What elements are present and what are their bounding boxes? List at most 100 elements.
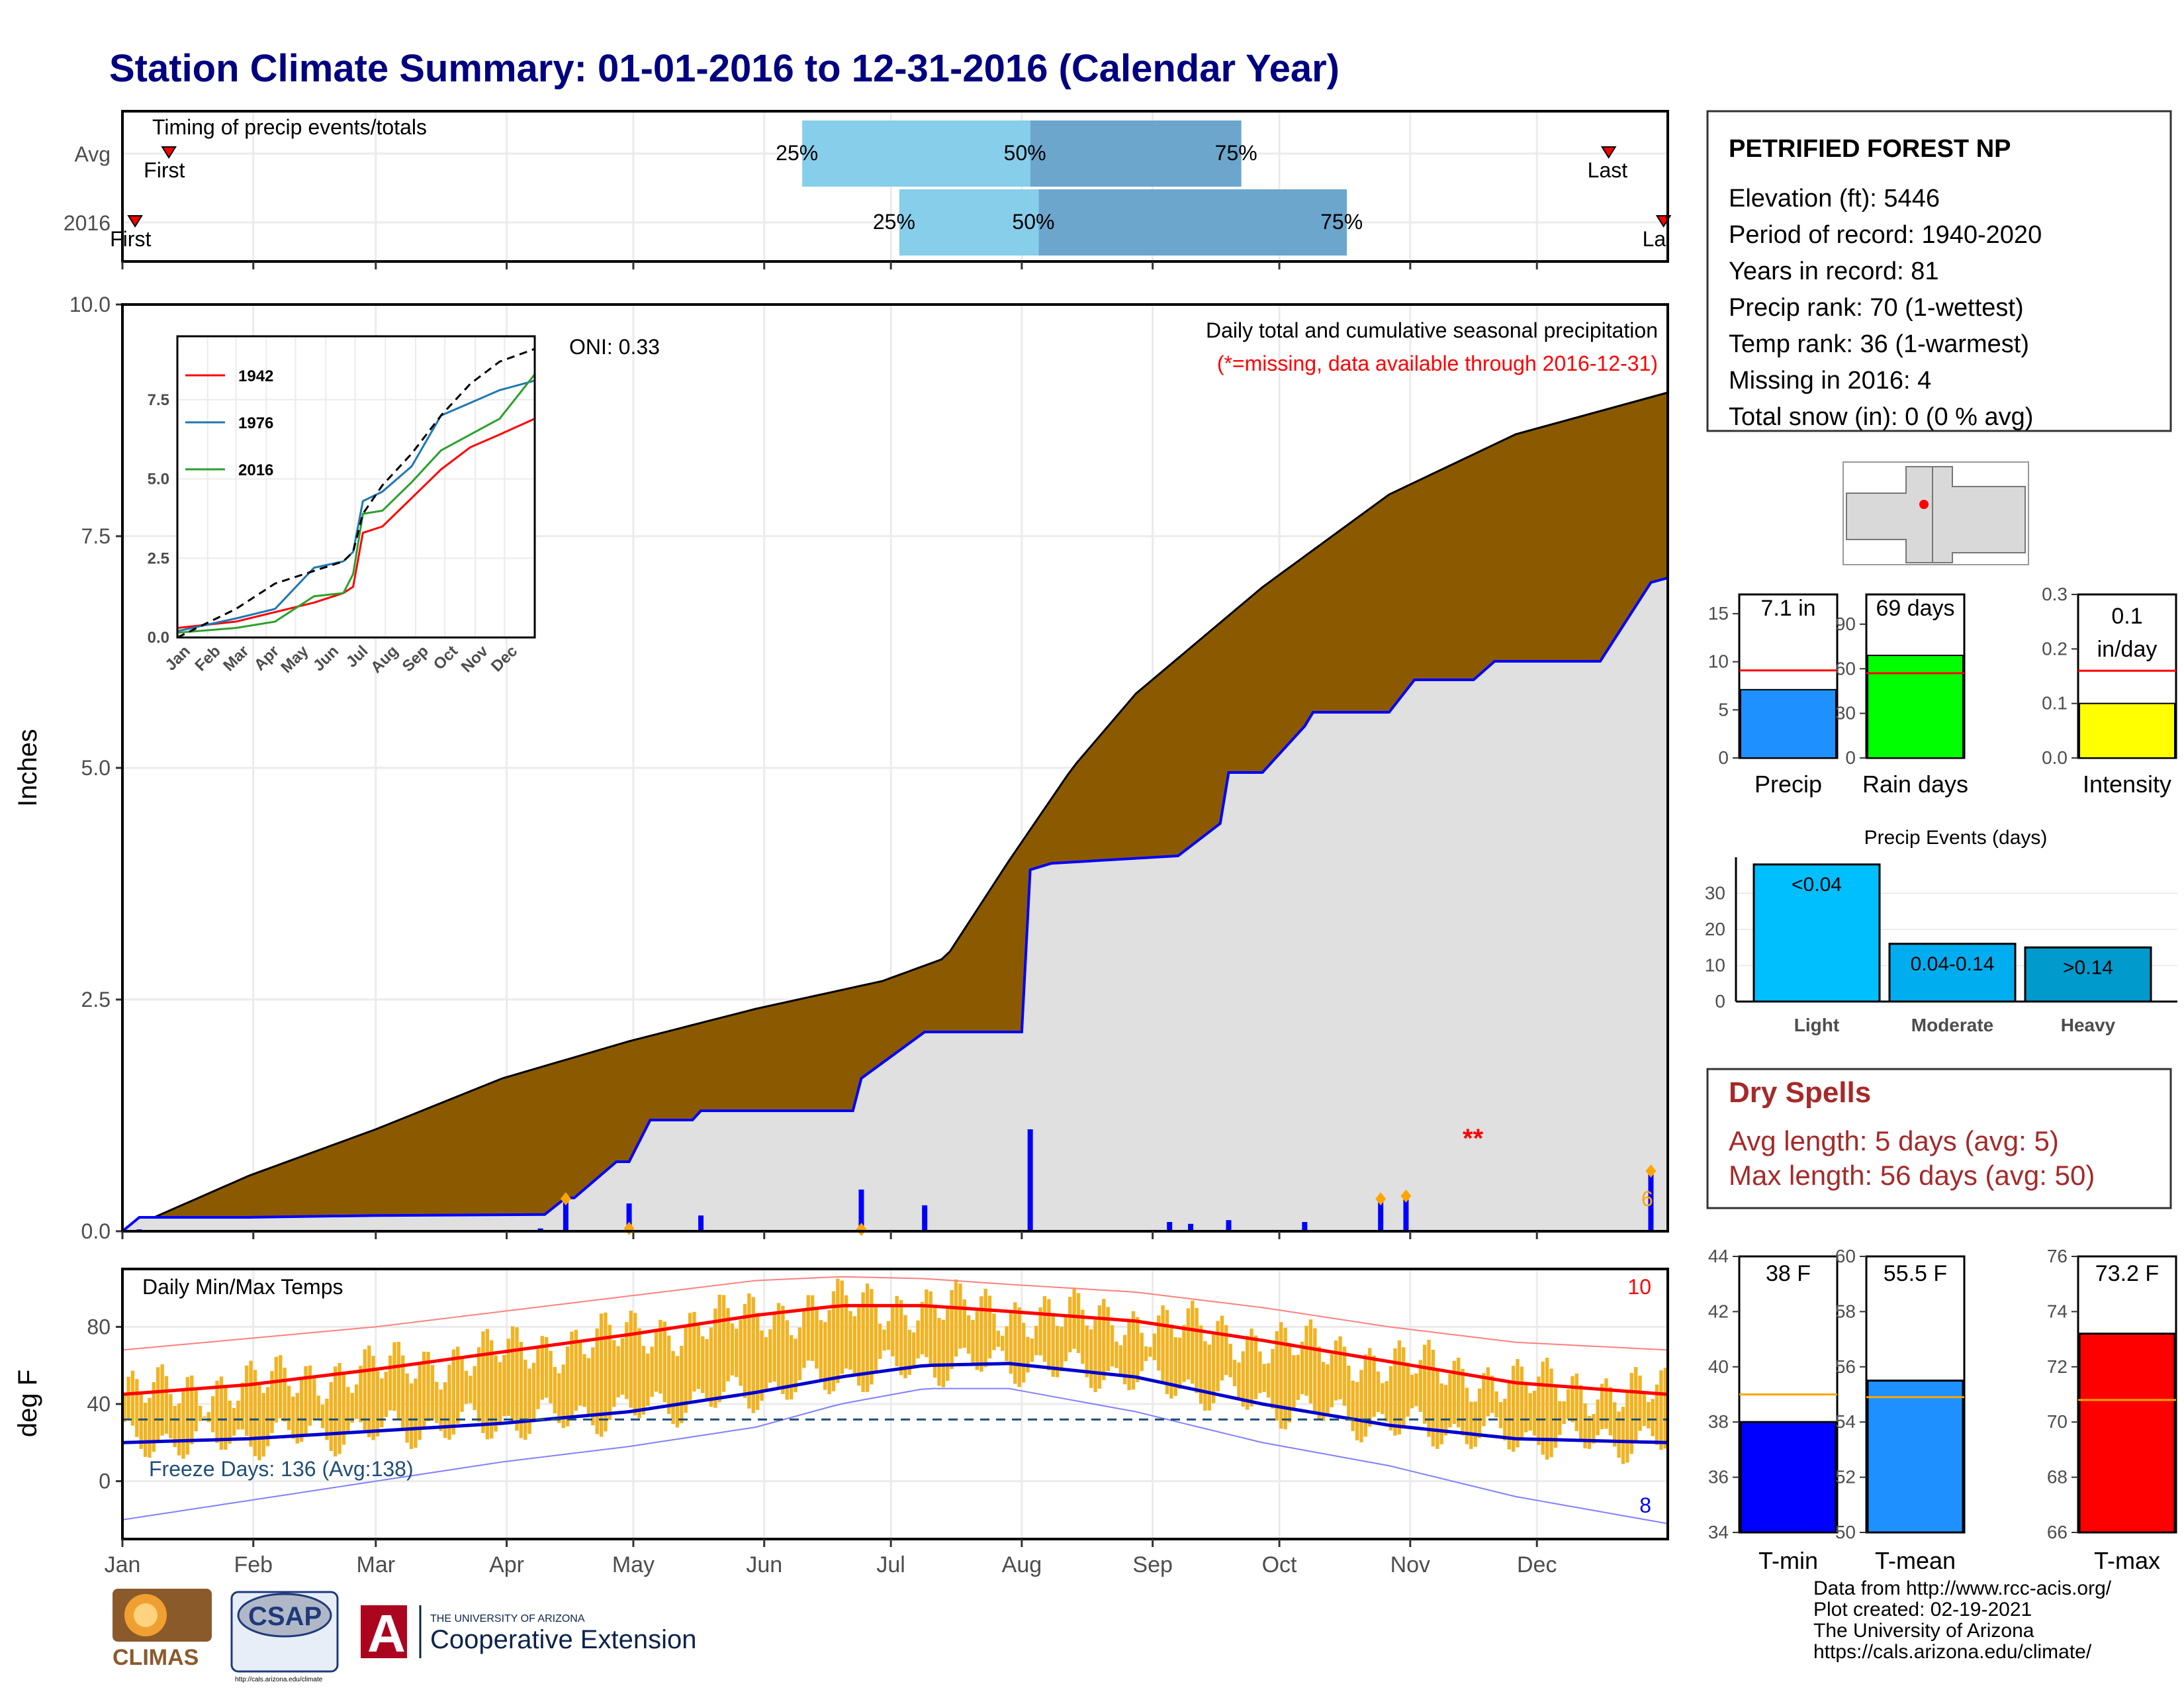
first-label: First (110, 227, 151, 251)
daily-precip-bar (922, 1205, 928, 1231)
x-tick-label: Feb (234, 1552, 273, 1577)
timing-bar-upper (1030, 120, 1242, 187)
daily-temp-range (245, 1365, 249, 1436)
ua-logo[interactable]: A THE UNIVERSITY OF ARIZONA Cooperative … (361, 1604, 696, 1663)
daily-temp-range (316, 1395, 320, 1421)
daily-temp-range (1465, 1387, 1469, 1444)
temp-bar (2078, 1333, 2176, 1534)
daily-temp-range (701, 1336, 705, 1393)
tmax-record-line (122, 1276, 1668, 1351)
daily-temp-range (751, 1297, 755, 1413)
daily-temp-range (451, 1349, 456, 1434)
inset-frame (176, 335, 536, 639)
temp-bar-category: T-mean (1875, 1547, 1956, 1574)
daily-temp-range (203, 1416, 206, 1418)
daily-temp-range (274, 1356, 279, 1423)
daily-temp-range (1287, 1342, 1292, 1423)
daily-temp-range (1570, 1376, 1574, 1423)
inset-y-tick: 0.0 (148, 629, 169, 647)
event-marker (1400, 1189, 1412, 1203)
daily-temp-range (519, 1342, 523, 1438)
event-marker (856, 1223, 867, 1237)
daily-temp-range (717, 1294, 721, 1403)
footer-line: Plot created: 02-19-2021 (1813, 1599, 2032, 1620)
daily-temp-range (739, 1319, 743, 1386)
summary-bar (2079, 702, 2175, 759)
summary-bar (1867, 655, 1964, 759)
daily-temp-range (1224, 1325, 1228, 1376)
daily-temp-range (341, 1372, 346, 1445)
daily-temp-range (1422, 1344, 1427, 1424)
daily-temp-range (1123, 1335, 1127, 1385)
x-tick-label: Oct (1262, 1552, 1297, 1577)
daily-temp-range (384, 1372, 388, 1417)
y-tick-label: 0 (99, 1470, 111, 1493)
daily-temp-range (215, 1380, 219, 1443)
csap-logo[interactable]: CSAP http://cals.arizona.edu/climate (230, 1591, 339, 1683)
y-tick-label: 74 (2047, 1301, 2068, 1321)
daily-precip-bar (1648, 1171, 1654, 1231)
daily-temp-range (1228, 1344, 1232, 1378)
daily-temp-range (1283, 1327, 1287, 1430)
y-tick-label: 44 (1708, 1246, 1729, 1266)
daily-temp-range (304, 1366, 308, 1435)
daily-precip-bar (1302, 1222, 1308, 1231)
daily-temp-range (510, 1326, 515, 1422)
summary-bar-category: Intensity (2083, 771, 2171, 798)
daily-temp-range (1216, 1321, 1220, 1391)
daily-temp-range (1562, 1401, 1566, 1425)
daily-temp-range (1414, 1373, 1418, 1407)
pct-label: 50% (1012, 210, 1054, 234)
daily-temp-range (1165, 1309, 1169, 1395)
y-tick-label: 10.0 (69, 293, 111, 316)
event-bar-label: <0.04 (1792, 874, 1842, 896)
event-marker (1375, 1192, 1387, 1205)
daily-temp-range (1498, 1402, 1503, 1429)
daily-temp-range (169, 1394, 173, 1438)
daily-temp-range (1537, 1376, 1541, 1445)
climas-logo[interactable]: CLIMAS (113, 1589, 212, 1670)
y-tick-label: 40 (87, 1392, 111, 1416)
daily-temp-range (350, 1393, 354, 1423)
daily-temp-range (1617, 1411, 1621, 1458)
footer-line: https://cals.arizona.edu/climate/ (1813, 1641, 2092, 1663)
daily-temp-range (659, 1319, 662, 1394)
daily-temp-range (236, 1400, 240, 1430)
daily-temp-range (925, 1289, 929, 1358)
tmin-record-line (122, 1387, 1668, 1524)
daily-temp-range (1300, 1341, 1304, 1395)
daily-temp-range (426, 1352, 430, 1422)
daily-temp-range (164, 1376, 169, 1434)
daily-temp-range (1072, 1287, 1076, 1349)
y-tick-label: 0 (1845, 747, 1856, 768)
daily-temp-range (1549, 1368, 1553, 1458)
daily-temp-range (325, 1398, 329, 1440)
daily-temp-range (1596, 1399, 1600, 1436)
timing-title: Timing of precip events/totals (152, 115, 427, 139)
daily-temp-range (768, 1329, 772, 1383)
daily-temp-range (1486, 1367, 1490, 1417)
daily-temp-range (135, 1379, 139, 1437)
daily-temp-range (1381, 1383, 1385, 1415)
daily-temp-range (1144, 1346, 1148, 1362)
daily-temp-range (1093, 1319, 1097, 1392)
station-name: PETRIFIED FOREST NP (1729, 135, 2011, 163)
y-tick-label: 0 (1718, 747, 1729, 768)
oni-label: ONI: 0.33 (569, 335, 660, 359)
daily-temp-range (185, 1377, 190, 1455)
daily-temp-range (181, 1389, 185, 1459)
daily-temp-range (1393, 1348, 1397, 1436)
daily-temp-range (790, 1335, 794, 1400)
timing-bar-upper (1038, 189, 1347, 256)
daily-temp-range (396, 1342, 401, 1419)
daily-temp-range (1490, 1376, 1494, 1413)
y-tick-label: 0.0 (2042, 747, 2068, 768)
daily-temp-range (443, 1382, 447, 1438)
daily-temp-range (312, 1378, 316, 1420)
daily-temp-range (240, 1382, 245, 1430)
daily-temp-range (1177, 1337, 1182, 1389)
daily-temp-range (1647, 1401, 1651, 1429)
footer-credits: Data from http://www.rcc-acis.org/ Plot … (1813, 1578, 2111, 1663)
daily-temp-range (966, 1315, 971, 1354)
daily-temp-range (721, 1295, 726, 1392)
